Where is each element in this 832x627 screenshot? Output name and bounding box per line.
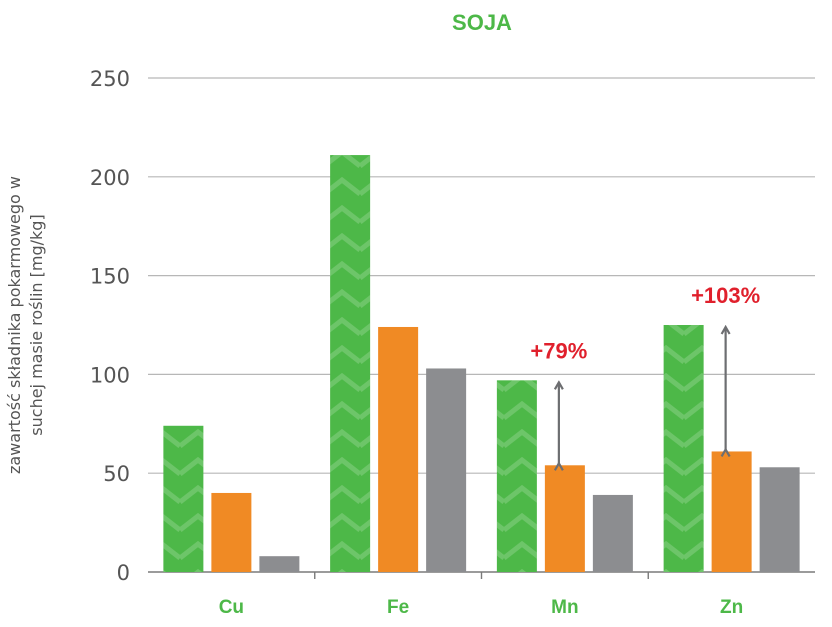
y-tick-label: 200 — [90, 166, 130, 190]
y-tick-label: 250 — [90, 67, 130, 91]
y-tick-label: 50 — [103, 462, 130, 486]
y-axis-label: zawartość składnika pokarmowego w suchej… — [5, 176, 46, 474]
y-axis-label-line-2: suchej masie roślin [mg/kg] — [27, 214, 46, 435]
bar — [426, 368, 467, 572]
x-tick-label: Cu — [219, 597, 244, 618]
bar — [259, 556, 300, 572]
chart-title: SOJA — [452, 10, 512, 35]
bar — [211, 492, 252, 572]
annotations: +79% +103% — [530, 283, 760, 463]
y-tick-label: 0 — [117, 561, 130, 585]
y-tick-label: 100 — [90, 363, 130, 387]
bar-pattern-overlay — [496, 380, 537, 572]
bar-pattern-overlay — [330, 155, 371, 572]
x-tick-label: Mn — [551, 597, 578, 618]
annotation-label: +79% — [530, 338, 587, 363]
annotation-label: +103% — [691, 283, 760, 308]
bar — [759, 467, 800, 572]
x-axis-labels: Cu Fe Mn Zn — [219, 597, 744, 618]
x-tick-label: Zn — [720, 597, 743, 618]
bar-pattern-overlay — [663, 325, 704, 572]
y-axis-label-line-1: zawartość składnika pokarmowego w — [5, 176, 24, 474]
bar — [711, 451, 752, 572]
bar-pattern-overlay — [163, 425, 204, 572]
y-tick-label: 150 — [90, 265, 130, 289]
bar — [378, 326, 419, 572]
bar — [544, 465, 585, 572]
y-axis-ticks: 0 50 100 150 200 250 — [90, 67, 130, 585]
bar — [592, 494, 633, 572]
x-tick-label: Fe — [387, 597, 409, 618]
gridlines — [148, 77, 815, 579]
bars — [163, 155, 800, 572]
